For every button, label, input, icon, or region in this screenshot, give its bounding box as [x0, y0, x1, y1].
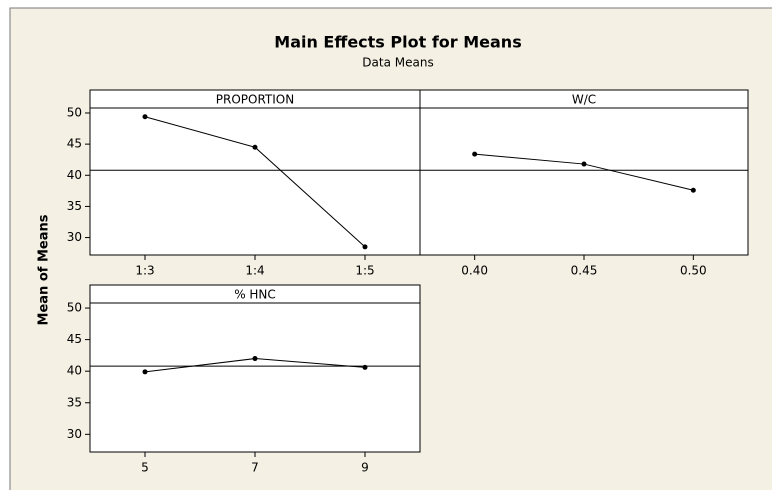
chart-subtitle: Data Means: [362, 56, 433, 70]
chart-title: Main Effects Plot for Means: [274, 33, 521, 52]
y-axis-label: Mean of Means: [37, 214, 52, 325]
panel-title: PROPORTION: [216, 93, 294, 107]
point: [362, 244, 368, 250]
plot-area: [419, 107, 749, 256]
y-tick-label: 45: [67, 332, 82, 346]
x-tick-label: 1:5: [355, 264, 374, 278]
y-tick-label: 50: [67, 301, 82, 315]
point: [472, 151, 478, 157]
x-tick-label: 7: [251, 461, 259, 475]
y-tick-label: 45: [67, 137, 82, 151]
point: [690, 187, 696, 193]
panel-title: % HNC: [234, 288, 276, 302]
panel-title: W/C: [572, 93, 596, 107]
x-tick-label: 1:4: [245, 264, 264, 278]
x-tick-label: 5: [141, 461, 149, 475]
point: [252, 144, 258, 150]
y-tick-label: 30: [67, 230, 82, 244]
point: [581, 161, 587, 167]
plot-area: [89, 302, 421, 453]
y-tick-label: 35: [67, 395, 82, 409]
y-tick-label: 35: [67, 199, 82, 213]
point: [142, 369, 148, 375]
x-tick-label: 1:3: [135, 264, 154, 278]
point: [142, 114, 148, 120]
y-tick-label: 40: [67, 364, 82, 378]
plot-area: [89, 107, 421, 256]
y-tick-label: 30: [67, 427, 82, 441]
point: [252, 356, 258, 362]
y-tick-label: 40: [67, 168, 82, 182]
point: [362, 364, 368, 370]
x-tick-label: 0.50: [680, 264, 707, 278]
x-tick-label: 0.40: [461, 264, 488, 278]
y-tick-label: 50: [67, 105, 82, 119]
x-tick-label: 9: [361, 461, 369, 475]
x-tick-label: 0.45: [571, 264, 598, 278]
